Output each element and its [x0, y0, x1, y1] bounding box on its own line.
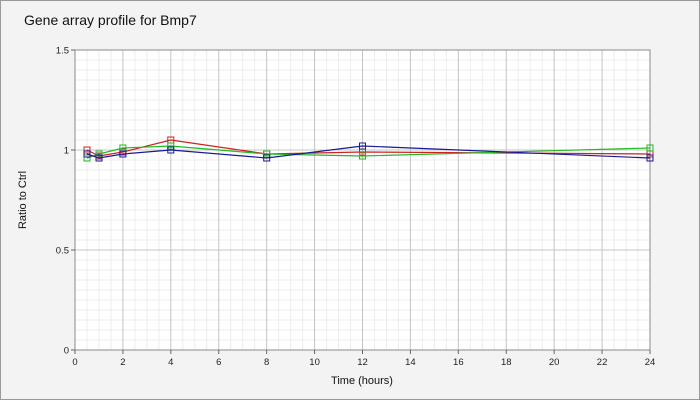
x-tick-label: 6 [216, 357, 221, 368]
x-tick-label: 20 [549, 357, 560, 368]
x-tick-label: 22 [597, 357, 608, 368]
y-axis-ticks: 0 0.5 1 1.5 [56, 46, 75, 357]
x-tick-label: 24 [645, 357, 656, 368]
x-tick-label: 4 [168, 357, 173, 368]
data-point[interactable] [167, 142, 175, 150]
series-line [86, 139, 651, 157]
x-tick-label: 8 [264, 357, 269, 368]
data-point[interactable] [95, 154, 103, 162]
data-point[interactable] [646, 154, 654, 162]
x-tick-label: 16 [453, 357, 464, 368]
data-point[interactable] [95, 150, 103, 158]
data-point[interactable] [359, 152, 366, 160]
y-axis-label: Ratio to Ctrl [17, 171, 29, 229]
data-point[interactable] [263, 150, 271, 158]
data-point[interactable] [83, 154, 91, 162]
y-tick-label: 1.5 [56, 46, 69, 57]
series-2 [83, 142, 654, 162]
series-line [86, 145, 651, 159]
series-line [86, 145, 651, 159]
chart-title: Gene array profile for Bmp7 [24, 12, 197, 28]
series-layer [83, 136, 654, 162]
x-axis-label: Time (hours) [331, 375, 393, 387]
x-tick-label: 18 [501, 357, 512, 368]
x-tick-label: 12 [357, 357, 368, 368]
y-tick-label: 1 [64, 146, 69, 157]
data-point[interactable] [83, 146, 91, 154]
data-point[interactable] [83, 150, 91, 158]
y-tick-label: 0 [64, 346, 69, 357]
x-tick-label: 14 [405, 357, 416, 368]
x-axis-ticks: 0 2 4 6 8 10 12 14 16 18 20 22 24 [72, 350, 655, 368]
data-point[interactable] [646, 144, 654, 152]
x-tick-label: 10 [309, 357, 320, 368]
data-point[interactable] [119, 150, 127, 158]
data-point[interactable] [359, 142, 366, 150]
series-3 [83, 142, 654, 162]
x-tick-label: 0 [72, 357, 77, 368]
y-tick-label: 0.5 [56, 246, 69, 257]
data-point[interactable] [263, 154, 271, 162]
x-tick-label: 2 [120, 357, 125, 368]
data-point[interactable] [167, 146, 175, 154]
